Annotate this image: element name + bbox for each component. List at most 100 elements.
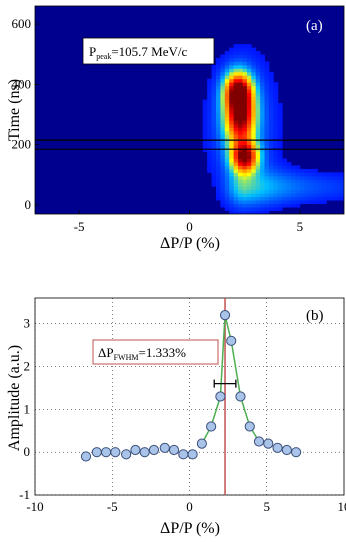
heatmap-cell (264, 196, 270, 201)
heatmap-cell (251, 165, 257, 170)
heatmap-cell (224, 106, 230, 111)
heatmap-cell (251, 168, 257, 173)
heatmap-cell (246, 116, 252, 121)
heatmap-cell (251, 71, 257, 76)
heatmap-cell (251, 85, 257, 90)
heatmap-cell (335, 196, 340, 201)
heatmap-cell (224, 165, 230, 170)
heatmap-cell (215, 134, 221, 139)
heatmap-cell (224, 148, 230, 152)
heatmap-cell (202, 120, 208, 125)
heatmap-cell (238, 189, 243, 194)
heatmap-cell (229, 75, 235, 80)
heatmap-cell (273, 175, 279, 180)
heatmap-cell (238, 103, 243, 107)
heatmap-cell (251, 141, 257, 146)
heatmap-cell (335, 175, 340, 180)
heatmap-cell (264, 134, 270, 139)
heatmap-cell (229, 113, 235, 118)
heatmap-cell (215, 116, 221, 121)
heatmap-cell (224, 155, 230, 159)
heatmap-cell (220, 64, 226, 69)
heatmap-cell (238, 54, 243, 59)
heatmap-cell (224, 82, 230, 87)
heatmap-cell (211, 89, 217, 94)
heatmap-cell (238, 165, 243, 170)
heatmap-cell (330, 186, 336, 191)
heatmap-cell (268, 200, 274, 204)
heatmap-cell (220, 71, 226, 76)
heatmap-cell (215, 182, 221, 187)
heatmap-cell (251, 151, 257, 156)
heatmap-cell (215, 75, 221, 80)
heatmap-cell (242, 99, 248, 104)
heatmap-cell (202, 144, 208, 149)
heatmap-cell (207, 130, 212, 135)
x-tick-label: -5 (74, 219, 85, 234)
heatmap-cell (242, 151, 248, 156)
heatmap-cell (242, 186, 248, 191)
heatmap-cell (326, 179, 332, 184)
heatmap-cell (335, 193, 340, 198)
heatmap-cell (326, 175, 332, 180)
heatmap-cell (215, 103, 221, 107)
heatmap-cell (229, 175, 235, 180)
heatmap-cell (330, 189, 336, 194)
heatmap-cell (246, 44, 252, 48)
heatmap-cell (220, 110, 226, 114)
heatmap-cell (229, 47, 235, 52)
heatmap-cell (215, 96, 221, 100)
heatmap-cell (246, 186, 252, 191)
heatmap-cell (233, 120, 239, 125)
heatmap-cell (260, 113, 265, 118)
heatmap-cell (202, 110, 208, 114)
heatmap-cell (339, 189, 344, 194)
heatmap-cell (242, 200, 248, 204)
heatmap-cell (246, 120, 252, 125)
heatmap-cell (268, 168, 274, 173)
heatmap-cell (229, 54, 235, 59)
heatmap-cell (224, 172, 230, 177)
heatmap-cell (229, 58, 235, 62)
heatmap-cell (299, 200, 305, 204)
heatmap-cell (224, 89, 230, 94)
heatmap-cell (260, 210, 265, 214)
data-point (263, 438, 274, 449)
heatmap-cell (264, 85, 270, 90)
x-tick-label: 5 (264, 499, 271, 514)
heatmap-cell (242, 92, 248, 97)
heatmap-cell (211, 144, 217, 149)
heatmap-cell (299, 175, 305, 180)
heatmap-cell (291, 179, 296, 184)
heatmap-cell (335, 189, 340, 194)
heatmap-cell (246, 96, 252, 100)
heatmap-cell (229, 172, 235, 177)
heatmap-cell (211, 68, 217, 73)
heatmap-cell (264, 186, 270, 191)
heatmap-cell (255, 82, 261, 87)
heatmap-cell (264, 89, 270, 94)
data-point (226, 335, 237, 346)
heatmap-cell (229, 162, 235, 166)
heatmap-cell (255, 123, 261, 128)
heatmap-cell (339, 196, 344, 201)
heatmap-cell (220, 82, 226, 87)
heatmap-cell (260, 54, 265, 59)
heatmap-cell (229, 196, 235, 201)
heatmap-cell (242, 165, 248, 170)
heatmap-cell (273, 162, 279, 166)
heatmap-cell (277, 196, 283, 201)
heatmap-cell (242, 58, 248, 62)
heatmap-cell (207, 165, 212, 170)
heatmap-cell (242, 148, 248, 152)
heatmap-cell (268, 123, 274, 128)
heatmap-cell (246, 113, 252, 118)
heatmap-cell (238, 113, 243, 118)
data-point (206, 421, 217, 432)
heatmap-cell (273, 113, 279, 118)
heatmap-cell (215, 162, 221, 166)
heatmap-cell (264, 61, 270, 66)
heatmap-cell (211, 162, 217, 166)
heatmap-cell (242, 182, 248, 187)
